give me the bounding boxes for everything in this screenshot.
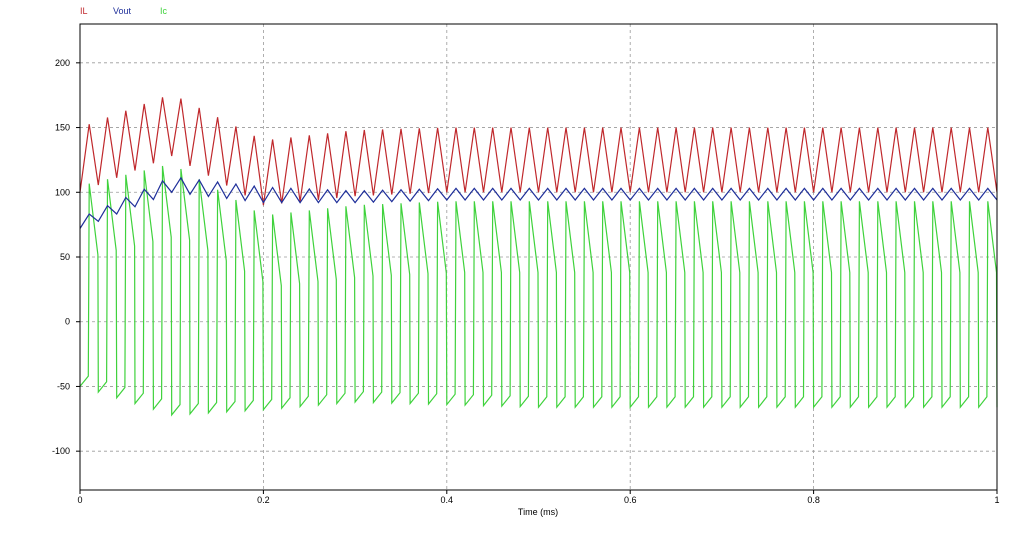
legend-il: IL: [80, 6, 88, 16]
series-line-il: [79, 97, 998, 206]
legend-ic: Ic: [160, 6, 168, 16]
y-tick-label: -100: [52, 446, 70, 456]
x-tick-label: 0.6: [624, 495, 637, 505]
x-tick-label: 0.4: [441, 495, 454, 505]
series-line-vout: [79, 176, 998, 229]
y-tick-label: 200: [55, 58, 70, 68]
x-tick-label: 0.2: [257, 495, 270, 505]
y-tick-label: 150: [55, 123, 70, 133]
y-tick-label: 0: [65, 317, 70, 327]
x-tick-label: 0.8: [807, 495, 820, 505]
y-tick-label: 100: [55, 187, 70, 197]
y-tick-label: -50: [57, 381, 70, 391]
y-tick-label: 50: [60, 252, 70, 262]
legend-vout: Vout: [113, 6, 132, 16]
x-axis-label: Time (ms): [518, 507, 558, 517]
tick-labels: 0 0.2 0.4 0.6 0.8 1 200 150 100 50 0 -50 -100: [52, 58, 1000, 505]
x-tick-label: 1: [994, 495, 999, 505]
series-layer: [79, 97, 998, 417]
plot-border: [79, 23, 998, 491]
plot-frame: [76, 23, 998, 494]
x-tick-label: 0: [77, 495, 82, 505]
series-line-ic: [79, 165, 998, 417]
